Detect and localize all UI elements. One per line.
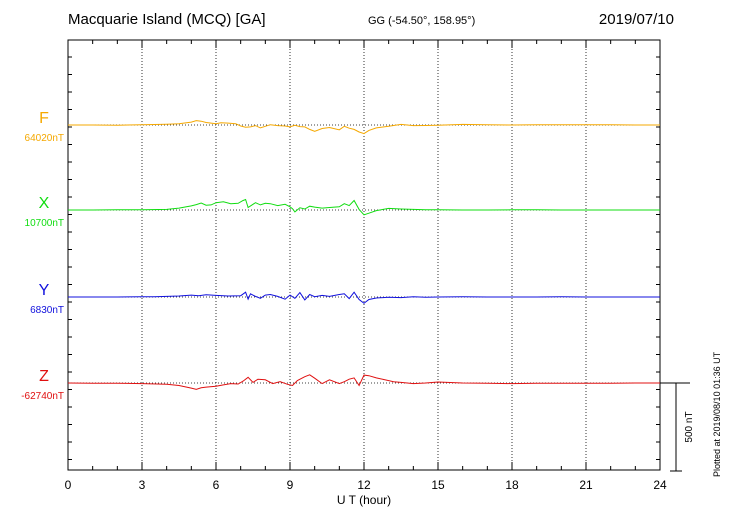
plot-frame bbox=[67, 39, 661, 471]
x-tick-label: 18 bbox=[505, 478, 519, 492]
x-tick-label: 6 bbox=[213, 478, 220, 492]
x-tick-label: 15 bbox=[431, 478, 445, 492]
series-line-z bbox=[67, 374, 660, 390]
series-line-x bbox=[68, 198, 660, 216]
geo-coordinates: GG (-54.50°, 158.95°) bbox=[368, 15, 476, 27]
chart-date: 2019/07/10 bbox=[598, 11, 674, 28]
series-baseline-label: -62740nT bbox=[21, 391, 64, 402]
x-tick-label: 24 bbox=[653, 478, 667, 492]
series-line-f bbox=[68, 120, 660, 135]
x-tick-label: 21 bbox=[579, 478, 593, 492]
series-name-x: X bbox=[39, 195, 50, 212]
x-tick-label: 9 bbox=[287, 478, 294, 492]
series-name-z: Z bbox=[39, 368, 49, 385]
series-baseline-label: 6830nT bbox=[30, 305, 64, 316]
series-name-y: Y bbox=[39, 282, 50, 299]
x-tick-label: 3 bbox=[139, 478, 146, 492]
scale-bar-label: 500 nT bbox=[684, 411, 695, 442]
series-baseline-label: 10700nT bbox=[25, 218, 64, 229]
series-baseline-label: 64020nT bbox=[25, 133, 64, 144]
station-title: Macquarie Island (MCQ) [GA] bbox=[68, 11, 266, 28]
x-tick-label: 12 bbox=[357, 478, 371, 492]
series-line-y bbox=[68, 291, 660, 304]
x-axis-label: U T (hour) bbox=[337, 493, 391, 507]
x-tick-label: 0 bbox=[65, 478, 72, 492]
series-name-f: F bbox=[39, 110, 49, 127]
